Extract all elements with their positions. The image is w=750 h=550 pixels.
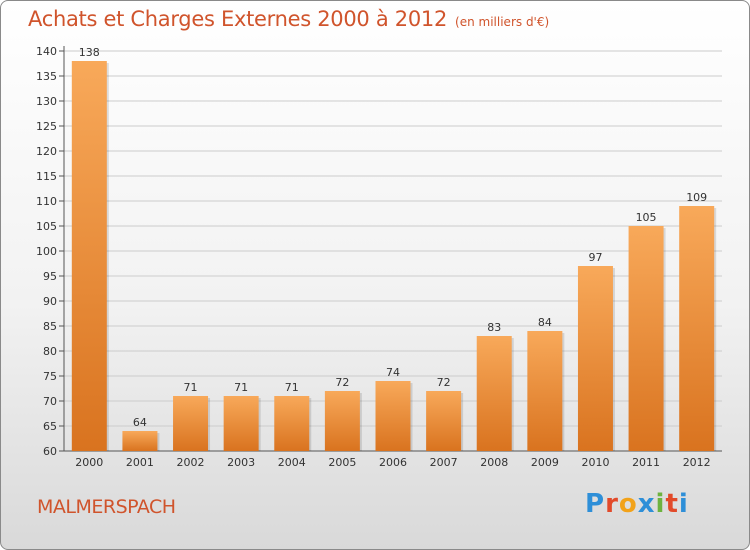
bar-2001 bbox=[122, 431, 158, 451]
y-tick-label: 80 bbox=[43, 345, 57, 358]
bar-2005 bbox=[324, 391, 360, 451]
logo-letter: x bbox=[637, 489, 656, 519]
y-tick-label: 100 bbox=[36, 245, 57, 258]
proxiti-logo: Proxiti bbox=[585, 489, 689, 519]
bar-2000 bbox=[71, 61, 107, 451]
x-tick-label-2005: 2005 bbox=[328, 456, 356, 469]
x-tick-label-2007: 2007 bbox=[430, 456, 458, 469]
y-tick-label: 60 bbox=[43, 445, 57, 458]
bar-2008 bbox=[476, 336, 512, 451]
chart-title: Achats et Charges Externes 2000 à 2012 (e… bbox=[28, 7, 549, 31]
x-tick-label-2012: 2012 bbox=[683, 456, 711, 469]
x-tick-label-2001: 2001 bbox=[126, 456, 154, 469]
value-label-2007: 72 bbox=[437, 376, 451, 389]
y-tick-label: 125 bbox=[36, 120, 57, 133]
y-tick-label: 70 bbox=[43, 395, 57, 408]
x-tick-label-2004: 2004 bbox=[278, 456, 306, 469]
value-label-2008: 83 bbox=[487, 321, 501, 334]
y-tick-label: 75 bbox=[43, 370, 57, 383]
x-tick-label-2011: 2011 bbox=[632, 456, 660, 469]
logo-letter: o bbox=[618, 489, 638, 519]
bar-2007 bbox=[426, 391, 462, 451]
commune-name: MALMERSPACH bbox=[37, 496, 176, 518]
y-tick-label: 130 bbox=[36, 95, 57, 108]
y-tick-labels: 60 65 70 75 80 85 90 95 100 105 110 115 120 125 130 135… bbox=[36, 45, 64, 458]
y-tick-label: 105 bbox=[36, 220, 57, 233]
bar-2003 bbox=[223, 396, 259, 451]
x-tick-label-2010: 2010 bbox=[581, 456, 609, 469]
y-tick-label: 110 bbox=[36, 195, 57, 208]
bar-2012 bbox=[679, 206, 715, 451]
x-tick-label-2009: 2009 bbox=[531, 456, 559, 469]
value-label-2003: 71 bbox=[234, 381, 248, 394]
x-tick-label-2002: 2002 bbox=[177, 456, 205, 469]
value-labels: 138 64 71 71 71 72 74 72 83 84 97 105 109 bbox=[79, 46, 707, 429]
x-tick-labels: 2000 2001 2002 2003 2004 2005 2006 2007 2008 2009… bbox=[75, 456, 710, 469]
value-label-2000: 138 bbox=[79, 46, 100, 59]
value-label-2001: 64 bbox=[133, 416, 147, 429]
x-tick-label-2006: 2006 bbox=[379, 456, 407, 469]
y-tick-label: 115 bbox=[36, 170, 57, 183]
bar-2004 bbox=[274, 396, 310, 451]
y-tick-label: 90 bbox=[43, 295, 57, 308]
bar-2010 bbox=[577, 266, 613, 451]
value-label-2009: 84 bbox=[538, 316, 552, 329]
x-tick-label-2003: 2003 bbox=[227, 456, 255, 469]
logo-letter: P bbox=[585, 489, 606, 519]
value-label-2006: 74 bbox=[386, 366, 400, 379]
bar-2011 bbox=[628, 226, 664, 451]
chart-subtitle: (en milliers d'€) bbox=[455, 15, 550, 29]
value-label-2010: 97 bbox=[588, 251, 602, 264]
logo-letter: r bbox=[605, 489, 619, 519]
y-tick-label: 65 bbox=[43, 420, 57, 433]
chart-title-text: Achats et Charges Externes 2000 à 2012 bbox=[28, 7, 448, 31]
bars bbox=[71, 61, 717, 451]
logo-letter: i bbox=[655, 489, 666, 519]
x-tick-label-2008: 2008 bbox=[480, 456, 508, 469]
y-tick-label: 85 bbox=[43, 320, 57, 333]
x-tick-label-2000: 2000 bbox=[75, 456, 103, 469]
y-tick-label: 135 bbox=[36, 70, 57, 83]
logo-letter: i bbox=[678, 489, 689, 519]
value-label-2004: 71 bbox=[285, 381, 299, 394]
value-label-2012: 109 bbox=[686, 191, 707, 204]
bar-2006 bbox=[375, 381, 411, 451]
value-label-2011: 105 bbox=[636, 211, 657, 224]
y-tick-label: 120 bbox=[36, 145, 57, 158]
bar-2002 bbox=[173, 396, 209, 451]
logo-letter: t bbox=[665, 489, 679, 519]
value-label-2005: 72 bbox=[335, 376, 349, 389]
y-tick-label: 140 bbox=[36, 45, 57, 58]
y-tick-label: 95 bbox=[43, 270, 57, 283]
value-label-2002: 71 bbox=[184, 381, 198, 394]
bar-2009 bbox=[527, 331, 563, 451]
